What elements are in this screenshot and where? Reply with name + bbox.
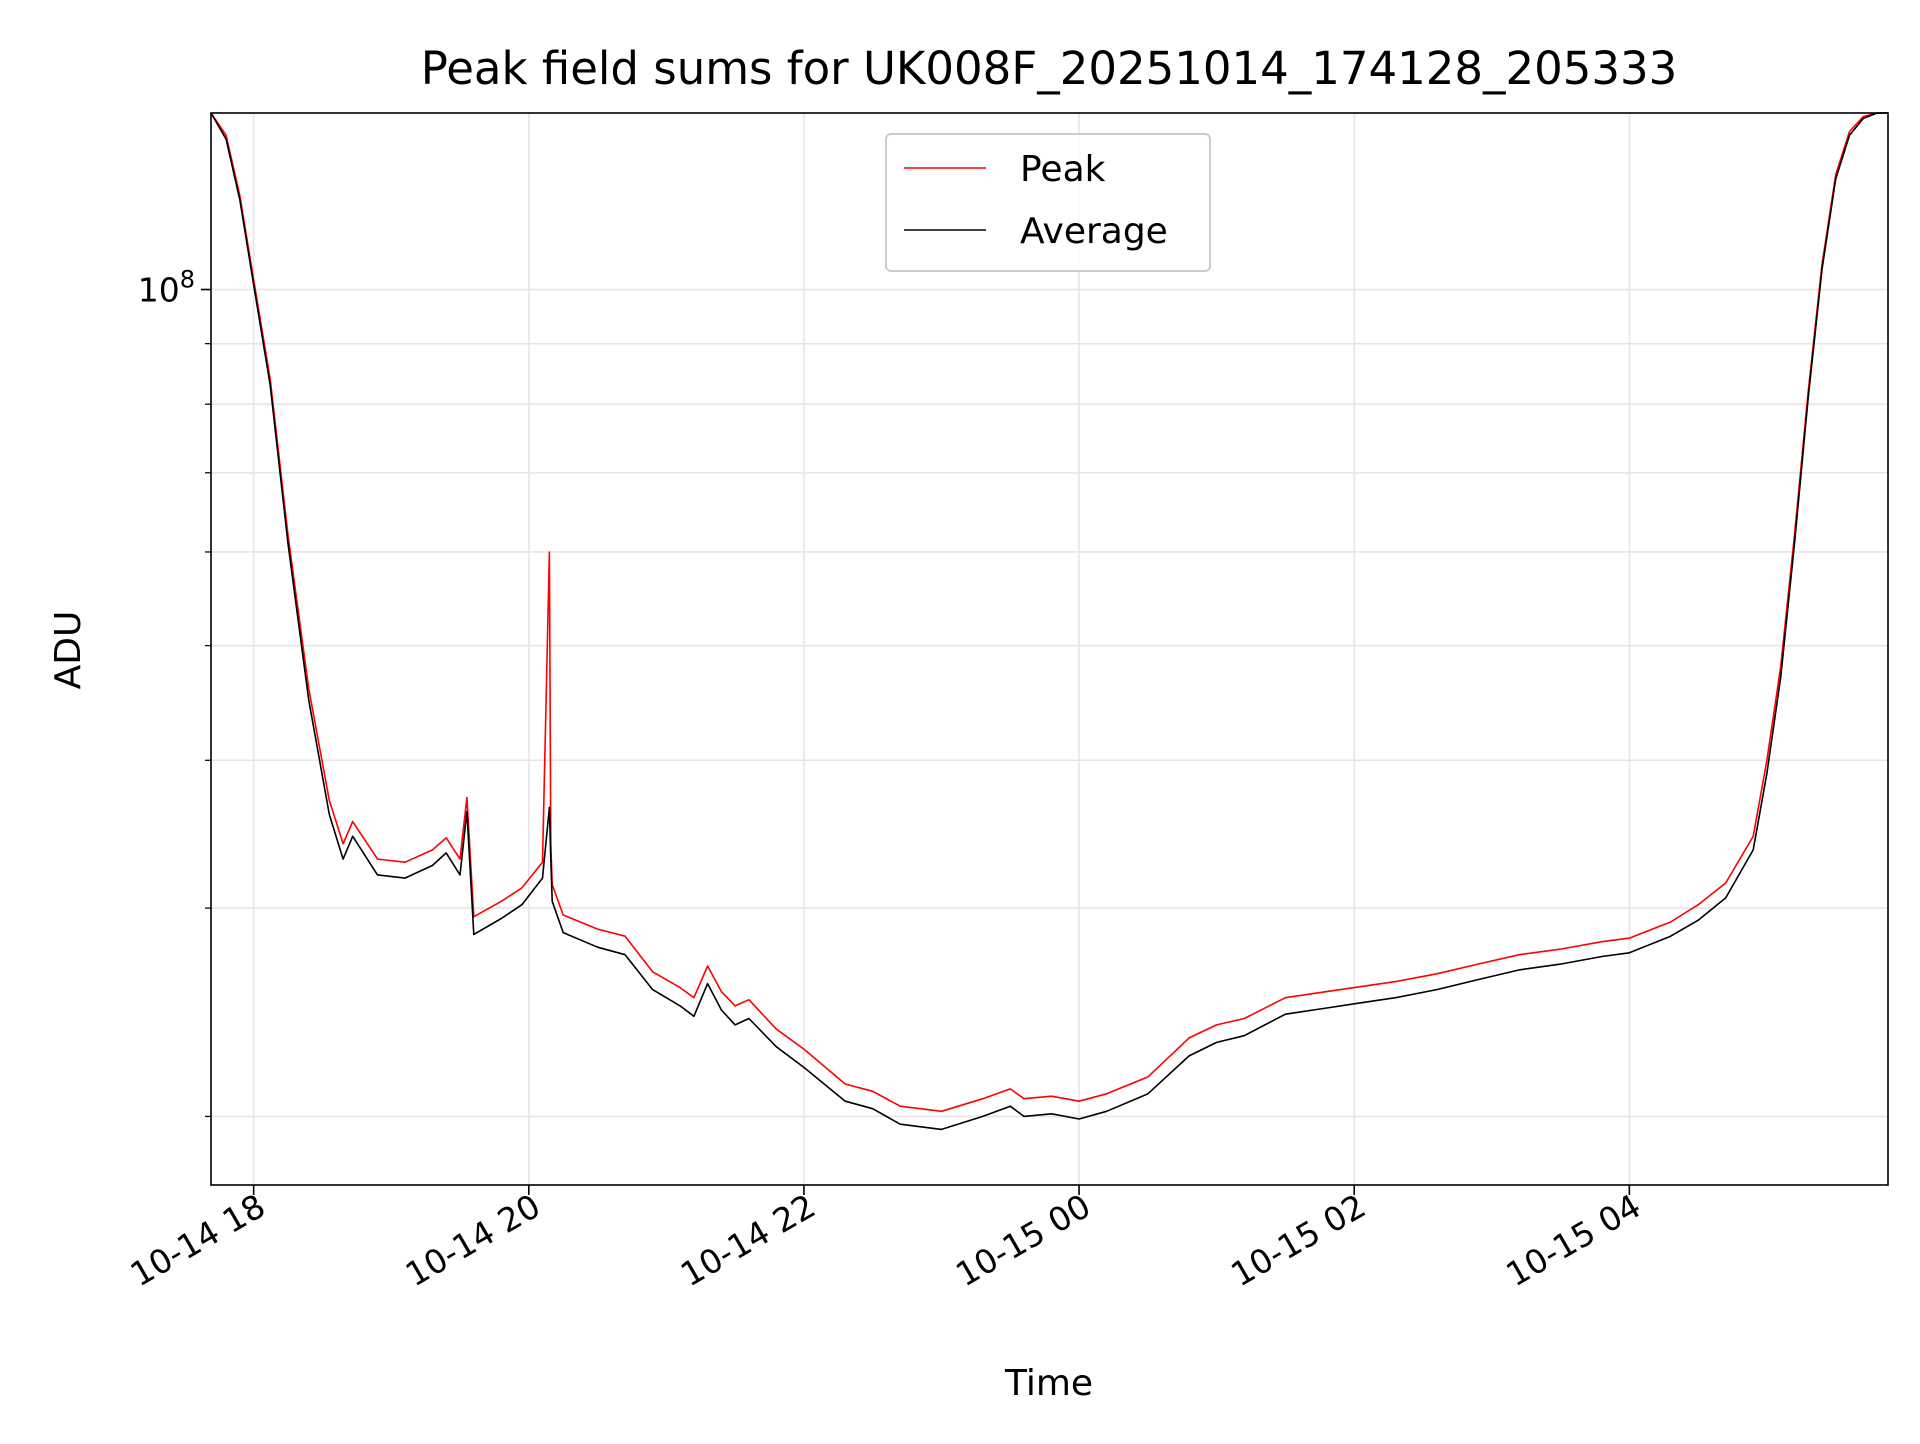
- chart-title: Peak field sums for UK008F_20251014_1741…: [421, 42, 1678, 95]
- legend-label-average: Average: [1020, 211, 1168, 252]
- axes-frame: [210, 112, 1889, 1186]
- legend-label-peak: Peak: [1020, 149, 1106, 190]
- y-tick-label: 108: [138, 266, 195, 310]
- series-line-peak: [210, 112, 1888, 1113]
- legend: Peak Average: [885, 133, 1211, 272]
- series-line-average: [210, 112, 1888, 1131]
- series-layer: [210, 112, 1888, 1131]
- y-axis-label: ADU: [48, 611, 89, 690]
- x-axis-label: Time: [1004, 1363, 1093, 1404]
